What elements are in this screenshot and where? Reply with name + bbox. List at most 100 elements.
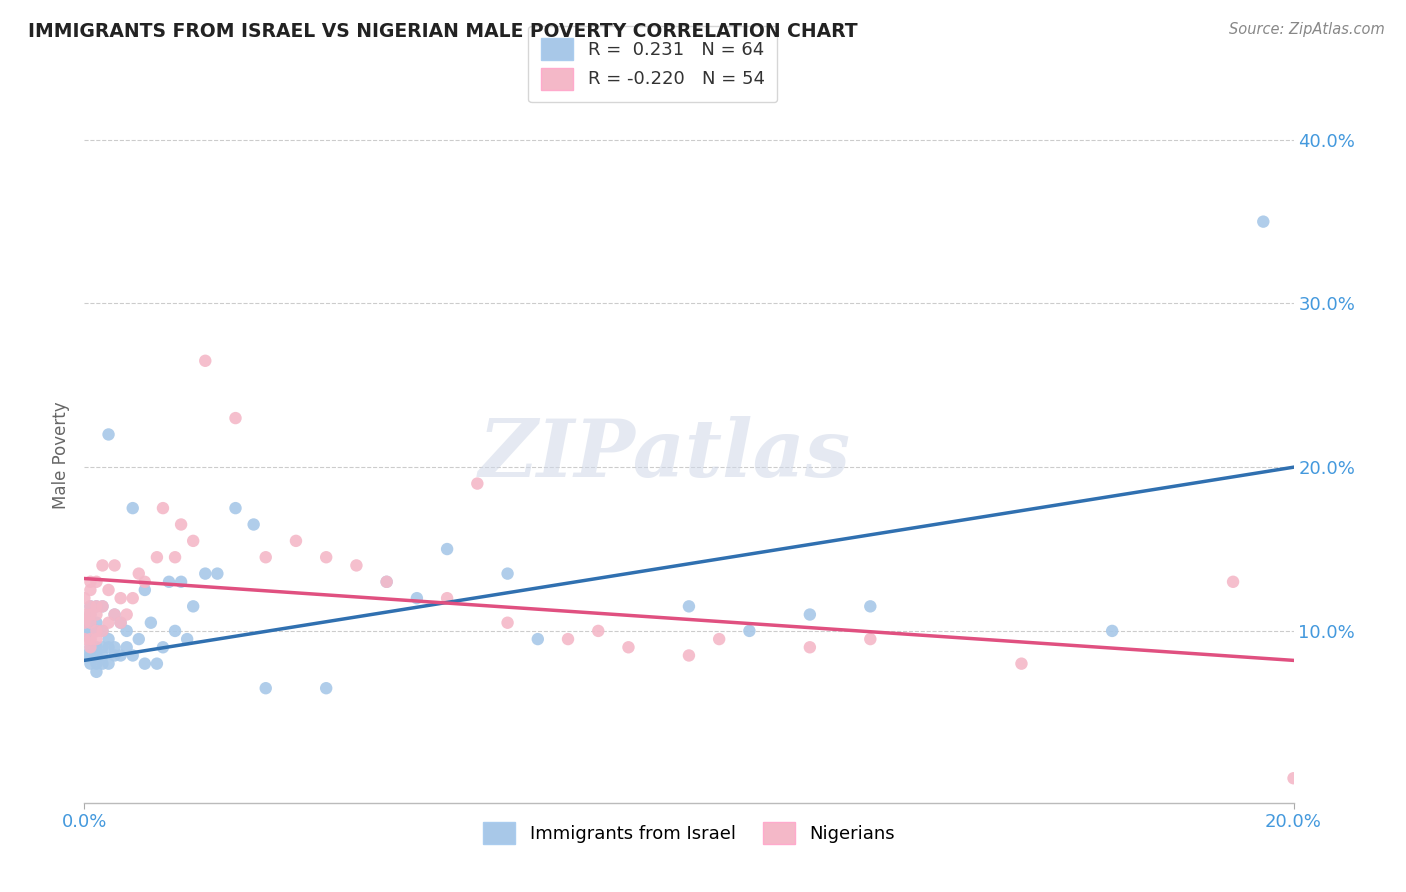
Point (79, 648, 101, 663)
Point (346, 558, 368, 573)
Point (91, 640, 114, 655)
Point (254, 681, 277, 696)
Point (139, 615, 162, 630)
Point (86, 624, 108, 638)
Point (152, 501, 174, 516)
Point (86, 648, 108, 663)
Point (79, 640, 101, 655)
Point (79, 615, 101, 630)
Point (467, 476, 489, 491)
Point (79, 657, 101, 671)
Point (1222, 574, 1244, 589)
Point (496, 566, 519, 581)
Point (104, 558, 127, 573)
Point (79, 607, 101, 622)
Point (242, 517, 264, 532)
Point (91, 657, 114, 671)
Point (181, 533, 204, 548)
Point (859, 632, 882, 646)
Point (194, 353, 217, 368)
Point (104, 607, 127, 622)
Point (285, 533, 308, 548)
Point (436, 542, 458, 557)
Point (375, 574, 398, 589)
Point (165, 550, 187, 565)
Point (86, 599, 108, 614)
Point (134, 574, 156, 589)
Legend: Immigrants from Israel, Nigerians: Immigrants from Israel, Nigerians (470, 809, 908, 856)
Point (79, 574, 101, 589)
Point (170, 517, 193, 532)
Point (97, 615, 120, 630)
Point (436, 591, 458, 606)
Point (104, 607, 127, 622)
Point (104, 640, 127, 655)
Point (375, 574, 398, 589)
Point (86, 632, 108, 646)
Point (86, 657, 108, 671)
Point (617, 640, 640, 655)
Point (73, 615, 96, 630)
Point (859, 599, 882, 614)
Point (110, 648, 132, 663)
Point (1282, 771, 1305, 785)
Point (91, 624, 114, 638)
Point (1101, 624, 1123, 638)
Point (146, 550, 169, 565)
Text: ZIPatlas: ZIPatlas (478, 417, 851, 493)
Point (79, 599, 101, 614)
Point (225, 411, 247, 425)
Point (207, 566, 229, 581)
Text: Source: ZipAtlas.com: Source: ZipAtlas.com (1229, 22, 1385, 37)
Point (157, 574, 180, 589)
Point (152, 640, 174, 655)
Point (496, 615, 519, 630)
Point (79, 632, 101, 646)
Point (315, 550, 337, 565)
Point (91, 558, 114, 573)
Point (165, 624, 187, 638)
Point (315, 681, 337, 696)
Point (91, 624, 114, 638)
Point (86, 599, 108, 614)
Point (79, 640, 101, 655)
Point (110, 591, 132, 606)
Point (73, 624, 96, 638)
Point (181, 599, 204, 614)
Point (73, 615, 96, 630)
Point (678, 648, 700, 663)
Point (406, 591, 429, 606)
Point (799, 640, 821, 655)
Point (86, 640, 108, 655)
Point (79, 582, 101, 597)
Point (73, 591, 96, 606)
Point (194, 566, 217, 581)
Point (97, 657, 120, 671)
Point (254, 550, 277, 565)
Point (86, 624, 108, 638)
Point (121, 591, 143, 606)
Point (97, 640, 120, 655)
Point (146, 657, 169, 671)
Point (79, 599, 101, 614)
Y-axis label: Male Poverty: Male Poverty (52, 401, 70, 508)
Point (104, 648, 127, 663)
Point (1011, 657, 1033, 671)
Point (527, 632, 550, 646)
Point (79, 607, 101, 622)
Point (225, 501, 247, 516)
Point (91, 599, 114, 614)
Point (709, 632, 731, 646)
Point (134, 657, 156, 671)
Point (121, 501, 143, 516)
Point (86, 607, 108, 622)
Point (110, 615, 132, 630)
Point (134, 582, 156, 597)
Point (86, 615, 108, 630)
Point (86, 665, 108, 679)
Point (97, 632, 120, 646)
Point (115, 624, 138, 638)
Point (79, 624, 101, 638)
Point (79, 615, 101, 630)
Point (170, 574, 193, 589)
